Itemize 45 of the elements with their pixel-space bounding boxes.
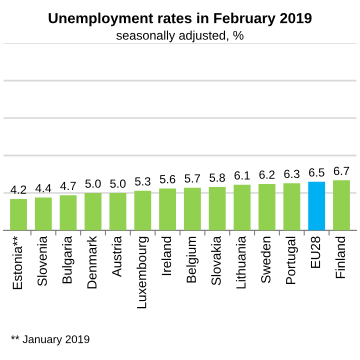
data-label: 5.3 [135,177,150,186]
data-label: 6.2 [259,170,275,179]
data-label: 4.2 [10,185,26,194]
text: ** January 2019 [10,335,90,346]
bar [184,188,201,230]
x-tick-label: Bulgaria [62,236,74,284]
bar [308,182,326,230]
bar [333,180,350,230]
chart-title: Unemployment rates in February 2019 [48,12,312,26]
bar [258,184,276,230]
x-tick-label: Sweden [260,236,270,284]
data-label: 5.0 [85,179,101,188]
x-tick-label: EU28 [310,236,320,268]
bar [283,183,300,230]
bar [134,190,152,230]
data-label: 6.7 [334,166,350,176]
data-label: 4.4 [35,184,52,192]
x-tick-label: Slovenia [37,236,47,286]
chart-subtitle: seasonally adjusted, % [116,30,244,42]
bar [208,186,226,230]
x-tick-label: Ireland [161,236,172,276]
data-label: 6.3 [284,170,300,178]
data-label: 5.8 [210,174,225,182]
data-label: 5.7 [184,174,200,183]
data-label: 6.5 [309,168,324,177]
bar [234,184,251,230]
x-tick-label: Belgium [186,236,199,283]
bar [60,195,77,230]
data-label: 6.1 [234,171,250,180]
x-tick-label: Lithuania [236,236,246,288]
x-tick-label: Portugal [286,236,298,284]
data-label: 4.7 [60,182,76,190]
bar [84,192,102,230]
x-tick-label: Austria [112,236,122,277]
bar [34,197,52,230]
data-label: 5.0 [110,179,126,188]
bar [159,188,176,230]
bar [10,198,27,230]
x-tick-label: Finland [335,236,346,278]
bar [109,192,126,230]
data-label: 5.6 [160,174,176,184]
x-tick-label: Estonia** [12,236,22,290]
x-tick-label: Denmark [86,236,97,288]
x-tick-label: Luxembourg [136,236,149,308]
x-tick-label: Slovakia [211,236,221,286]
